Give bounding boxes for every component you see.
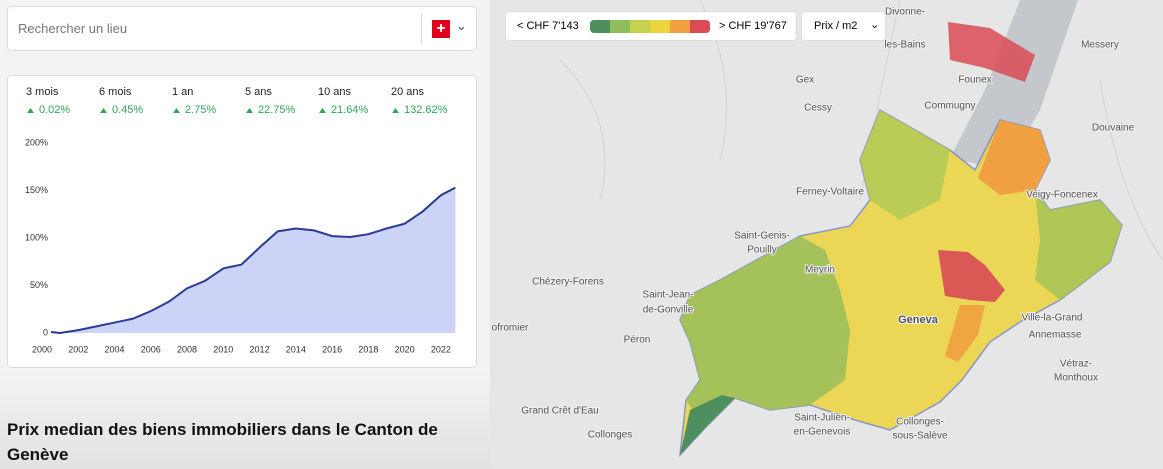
legend-swatch — [670, 20, 690, 33]
caption: Prix median des biens immobiliers dans l… — [7, 420, 438, 464]
map-region — [948, 22, 1035, 82]
y-tick-label: 200% — [25, 137, 48, 147]
up-arrow — [100, 108, 107, 113]
x-tick-label: 2008 — [177, 344, 197, 354]
dropdown-arrow[interactable]: ⌄ — [870, 19, 880, 31]
place-label: de-Gonville — [643, 305, 694, 316]
place-label: ofromier — [492, 323, 529, 334]
place-label: Cessy — [804, 103, 832, 114]
place-label: Veigy-Foncenex — [1026, 190, 1098, 201]
y-tick-label: 150% — [25, 185, 48, 195]
place-label: Pouilly — [747, 245, 776, 256]
map-region — [680, 236, 850, 428]
legend-scale — [590, 20, 710, 33]
x-tick-label: 2000 — [32, 344, 52, 354]
stat-period: 6 mois — [99, 86, 132, 98]
road — [559, 0, 1163, 261]
stat-period: 10 ans — [318, 86, 352, 98]
legend-swatch — [690, 20, 710, 33]
place-label: Douvaine — [1092, 123, 1135, 134]
x-tick-label: 2010 — [213, 344, 233, 354]
legend-swatch — [630, 20, 650, 33]
place-label: Divonne- — [885, 7, 925, 18]
x-tick-label: 2012 — [250, 344, 270, 354]
place-label: Péron — [624, 335, 651, 346]
search-box[interactable]: Rechercher un lieu + ⌄ — [7, 6, 477, 51]
legend-swatch — [650, 20, 670, 33]
legend-swatch — [590, 20, 610, 33]
map-region — [860, 110, 950, 220]
map-region — [978, 120, 1050, 195]
legend-low: < CHF 7'143 — [517, 20, 579, 32]
place-label: Meyrin — [805, 265, 835, 276]
up-arrow — [319, 108, 326, 113]
line — [50, 186, 456, 335]
place-label: Ferney-Voltaire — [796, 187, 864, 198]
map-region — [680, 395, 735, 455]
up-arrow — [392, 108, 399, 113]
place-label: Saint-Genis- — [734, 231, 790, 242]
place-label: les-Bains — [884, 40, 925, 51]
place-label: Commugny — [924, 101, 975, 112]
metric-select[interactable]: Prix / m2 ⌄ — [801, 11, 886, 41]
stat-period: 20 ans — [391, 86, 425, 98]
place-label: Saint-Jean- — [642, 290, 693, 301]
x-tick-label: 2004 — [105, 344, 125, 354]
place-label: Grand Crêt d'Eau — [521, 406, 599, 417]
up-arrow — [173, 108, 180, 113]
stat-change: 132.62% — [404, 104, 448, 116]
place-label: Ville-la-Grand — [1022, 313, 1083, 324]
x-tick-label: 2002 — [68, 344, 88, 354]
place-label: Messery — [1081, 40, 1119, 51]
stat-change: 22.75% — [258, 104, 296, 116]
legend-high: > CHF 19'767 — [719, 20, 787, 32]
stat-change: 2.75% — [185, 104, 216, 116]
y-tick-label: 100% — [25, 232, 48, 242]
search-placeholder: Rechercher un lieu — [18, 21, 128, 36]
y-tick-label: 0 — [43, 327, 48, 337]
map-region — [945, 305, 985, 362]
stat-change: 21.64% — [331, 104, 369, 116]
x-tick-label: 2014 — [286, 344, 306, 354]
place-label: Geneva — [898, 314, 939, 326]
stat-change: 0.02% — [39, 104, 70, 116]
side-panel: Rechercher un lieu + ⌄ 3 mois 0.02% 6 mois… — [0, 0, 490, 469]
place-label: Vétraz- — [1060, 359, 1092, 370]
x-tick-label: 2022 — [431, 344, 451, 354]
map-region — [1035, 190, 1122, 300]
legend-swatch — [610, 20, 630, 33]
lake — [950, 0, 1078, 170]
place-label: Chézery-Forens — [532, 277, 604, 288]
stat-change: 0.45% — [112, 104, 143, 116]
x-tick-label: 2020 — [395, 344, 415, 354]
place-label: Founex — [958, 75, 991, 86]
place-label: Collonges- — [896, 417, 944, 428]
x-tick-label: 2018 — [358, 344, 378, 354]
stat-period: 1 an — [172, 86, 193, 98]
place-label: Saint-Julien- — [794, 413, 850, 424]
map-region — [938, 250, 1005, 302]
place-label: sous-Salève — [892, 431, 947, 442]
x-tick-label: 2006 — [141, 344, 161, 354]
up-arrow — [246, 108, 253, 113]
up-arrow — [27, 108, 34, 113]
stat-period: 5 ans — [245, 86, 272, 98]
area — [51, 187, 456, 333]
stat-period: 3 mois — [26, 86, 59, 98]
price-legend: < CHF 7'143 > CHF 19'767 — [505, 11, 797, 41]
place-label: en-Genevois — [794, 427, 851, 438]
place-label: Monthoux — [1054, 373, 1098, 384]
x-tick-label: 2016 — [322, 344, 342, 354]
dropdown-arrow[interactable]: ⌄ — [456, 18, 467, 33]
metric-label: Prix / m2 — [814, 20, 858, 32]
chart: 3 mois 0.02% 6 mois 0.45% 1 an 2.75% 5 ans 22.7… — [25, 86, 456, 354]
place-label: Annemasse — [1029, 330, 1082, 341]
swiss-flag[interactable]: + — [432, 20, 450, 38]
place-label: Gex — [796, 75, 814, 86]
y-tick-label: 50% — [30, 280, 48, 290]
place-label: Collonges — [588, 430, 632, 441]
chart-card: 3 mois 0.02% 6 mois 0.45% 1 an 2.75% 5 ans 22.7… — [7, 75, 477, 368]
